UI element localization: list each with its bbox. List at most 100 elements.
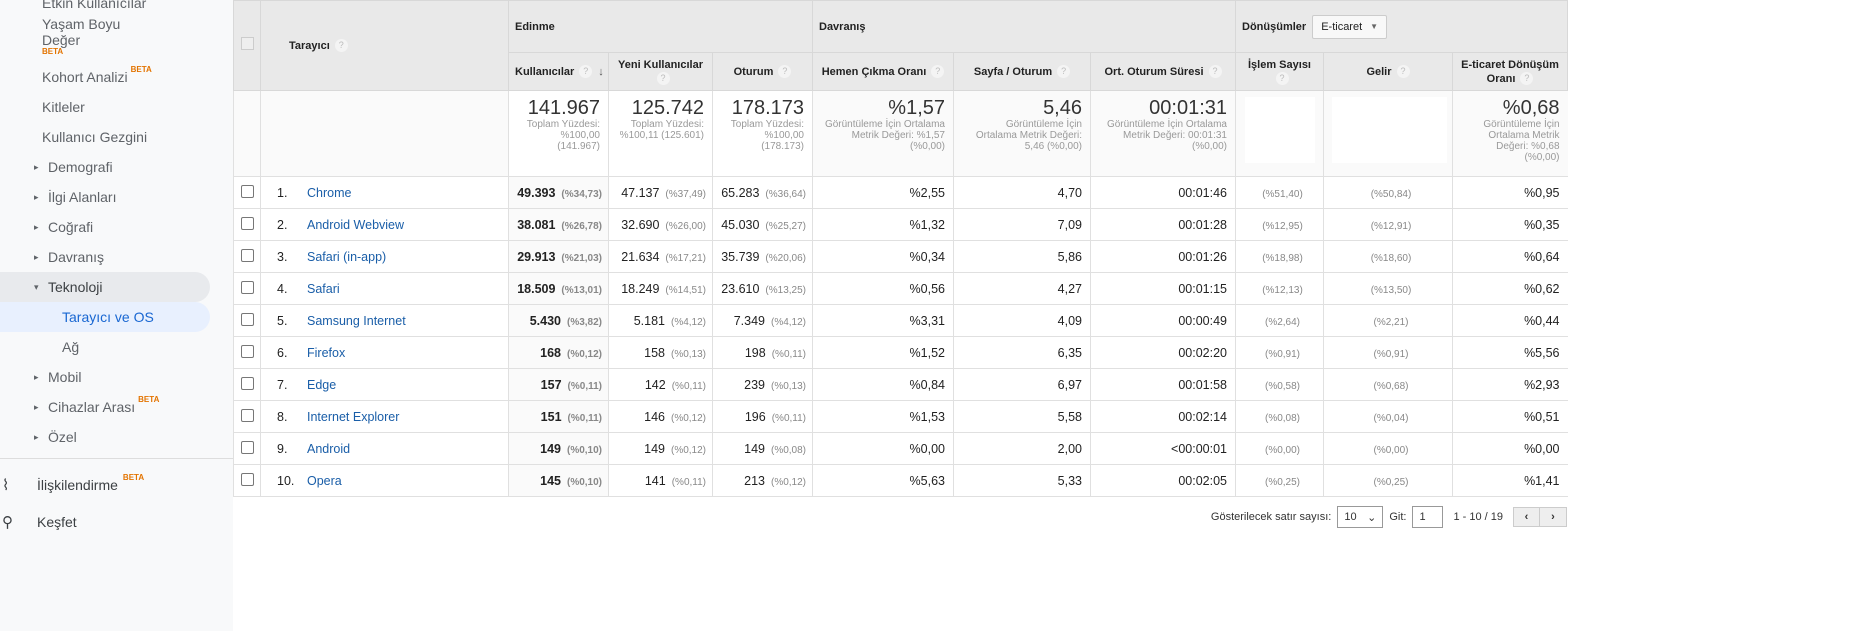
metric-cell: 49.393 (%34,73)	[508, 176, 609, 209]
column-header[interactable]: Hemen Çıkma Oranı?	[812, 52, 954, 91]
column-header[interactable]: İşlem Sayısı?	[1235, 52, 1324, 91]
blank-total	[1332, 97, 1447, 163]
sidebar-item[interactable]: ▸ Mobil	[0, 362, 210, 392]
sidebar-item[interactable]: Etkin Kullanıcılar	[0, 0, 210, 18]
select-all-checkbox[interactable]	[240, 37, 254, 50]
table-row: 8. Internet Explorer 151 (%0,11) 146 (%0,12) 1…	[233, 400, 1568, 433]
nav-item[interactable]: ⚲ Keşfet	[2, 514, 77, 531]
metric-cell: (%12,91)	[1323, 208, 1453, 241]
metric-cell: %1,52	[812, 336, 954, 369]
browser-link[interactable]: Safari (in-app)	[307, 249, 387, 264]
row-checkbox[interactable]	[240, 248, 254, 262]
row-checkbox[interactable]	[240, 344, 254, 358]
table-row: 7. Edge 157 (%0,11) 142 (%0,11) 239 (%0,13) %0,8…	[233, 368, 1568, 401]
column-header[interactable]: Yeni Kullanıcılar?	[608, 52, 713, 91]
totals-row: 141.967 Toplam Yüzdesi: %100,00 (141.967)…	[233, 90, 1568, 177]
column-header[interactable]: Gelir?	[1323, 52, 1453, 91]
nav-item[interactable]: ⌇ İlişkilendirme BETA	[2, 473, 145, 495]
next-page-button[interactable]: ›	[1551, 511, 1555, 523]
rows-per-page-select[interactable]: 10 ⌄	[1337, 506, 1384, 528]
sidebar-item[interactable]: ▸ Demografi	[0, 152, 210, 182]
caret-right-icon: ▸	[34, 431, 39, 442]
column-header[interactable]: Ort. Oturum Süresi?	[1090, 52, 1236, 91]
row-checkbox[interactable]	[240, 184, 254, 198]
sort-desc-icon[interactable]: ↓	[598, 65, 604, 78]
group-behavior: Davranış	[812, 0, 1236, 53]
row-checkbox[interactable]	[240, 280, 254, 294]
page-nav: ‹ ›	[1513, 507, 1567, 527]
row-checkbox[interactable]	[240, 216, 254, 230]
help-icon[interactable]: ?	[334, 39, 348, 53]
column-header[interactable]: Oturum?	[712, 52, 813, 91]
total-cell	[1323, 90, 1453, 177]
dimension-header[interactable]: Tarayıcı?	[260, 0, 509, 91]
browser-link[interactable]: Safari	[307, 281, 340, 296]
metric-cell: 198 (%0,11)	[712, 336, 813, 369]
sidebar-item[interactable]: ▾ Teknoloji	[0, 272, 210, 302]
metric-cell: 196 (%0,11)	[712, 400, 813, 433]
sidebar-item-label: Kitleler	[42, 99, 85, 115]
sidebar-item-label: Kohort Analizi	[42, 69, 128, 85]
help-icon[interactable]: ?	[656, 72, 670, 86]
help-icon[interactable]: ?	[1208, 65, 1222, 79]
metric-cell: 7,09	[953, 208, 1091, 241]
help-icon[interactable]: ?	[1275, 72, 1289, 86]
browser-link[interactable]: Samsung Internet	[307, 313, 406, 328]
column-header[interactable]: Kullanıcılar? ↓	[508, 52, 609, 91]
metric-cell: %0,44	[1451, 304, 1568, 337]
sidebar-item[interactable]: ▸ Coğrafi	[0, 212, 210, 242]
sidebar-item[interactable]: ▸ İlgi Alanları	[0, 182, 210, 212]
sidebar-item[interactable]: Ağ	[0, 332, 210, 362]
sidebar-item[interactable]: ▸ Özel	[0, 422, 210, 452]
help-icon[interactable]: ?	[579, 65, 593, 79]
row-checkbox[interactable]	[240, 312, 254, 326]
column-header[interactable]: E-ticaret Dönüşüm Oranı?	[1451, 52, 1569, 91]
metric-cell: 168 (%0,12)	[508, 336, 609, 369]
metric-cell: 5.430 (%3,82)	[508, 304, 609, 337]
report-table: Tarayıcı? Edinme Davranış Dönüşümler E-ti…	[233, 0, 1569, 497]
sidebar-item[interactable]: Kohort Analizi BETA	[0, 62, 210, 92]
sidebar-item[interactable]: ▸ Davranış	[0, 242, 210, 272]
metric-cell: 5,33	[953, 464, 1091, 497]
help-icon[interactable]: ?	[931, 65, 945, 79]
browser-link[interactable]: Android	[307, 441, 351, 456]
browser-link[interactable]: Opera	[307, 473, 342, 488]
column-header[interactable]: Sayfa / Oturum?	[953, 52, 1091, 91]
row-checkbox[interactable]	[240, 376, 254, 390]
caret-right-icon: ▸	[34, 221, 39, 232]
conversion-select[interactable]: E-ticaret ▼	[1312, 14, 1388, 39]
help-icon[interactable]: ?	[1520, 72, 1534, 86]
help-icon[interactable]: ?	[1057, 65, 1071, 79]
browser-link[interactable]: Chrome	[307, 185, 352, 200]
row-checkbox[interactable]	[240, 472, 254, 486]
metric-cell: (%18,98)	[1235, 240, 1324, 273]
sidebar-item-label: Yaşam Boyu Değer	[42, 16, 121, 48]
caret-right-icon: ▸	[34, 161, 39, 172]
browser-link[interactable]: Firefox	[307, 345, 346, 360]
table-row: 1. Chrome 49.393 (%34,73) 47.137 (%37,49) 65.2…	[233, 176, 1568, 209]
sidebar-item[interactable]: Kitleler	[0, 92, 210, 122]
total-cell: %0,68 Görüntüleme İçin Ortalama Metrik De…	[1451, 90, 1568, 177]
row-checkbox[interactable]	[240, 440, 254, 454]
select-all-header[interactable]	[233, 0, 261, 91]
browser-link[interactable]: Edge	[307, 377, 337, 392]
metric-cell: %0,00	[812, 432, 954, 465]
metric-cell: 239 (%0,13)	[712, 368, 813, 401]
caret-right-icon: ▸	[34, 191, 39, 202]
sidebar-item[interactable]: Kullanıcı Gezgini	[0, 122, 210, 152]
metric-cell: (%0,25)	[1235, 464, 1324, 497]
sidebar-item[interactable]: Yaşam Boyu Değer BETA	[0, 14, 210, 58]
sidebar-item[interactable]: ▸ Cihazlar Arası BETA	[0, 392, 210, 422]
metric-cell: %2,93	[1451, 368, 1568, 401]
prev-page-button[interactable]: ‹	[1514, 508, 1540, 526]
table-row: 10. Opera 145 (%0,10) 141 (%0,11) 213 (%0,12) %5…	[233, 464, 1568, 497]
help-icon[interactable]: ?	[778, 65, 792, 79]
metric-cell: (%50,84)	[1323, 176, 1453, 209]
row-checkbox[interactable]	[240, 408, 254, 422]
goto-page-input[interactable]: 1	[1412, 506, 1444, 528]
browser-link[interactable]: Internet Explorer	[307, 409, 400, 424]
sidebar-item[interactable]: Tarayıcı ve OS	[0, 302, 210, 332]
metric-cell: 65.283 (%36,64)	[712, 176, 813, 209]
browser-link[interactable]: Android Webview	[307, 217, 405, 232]
help-icon[interactable]: ?	[1396, 65, 1410, 79]
